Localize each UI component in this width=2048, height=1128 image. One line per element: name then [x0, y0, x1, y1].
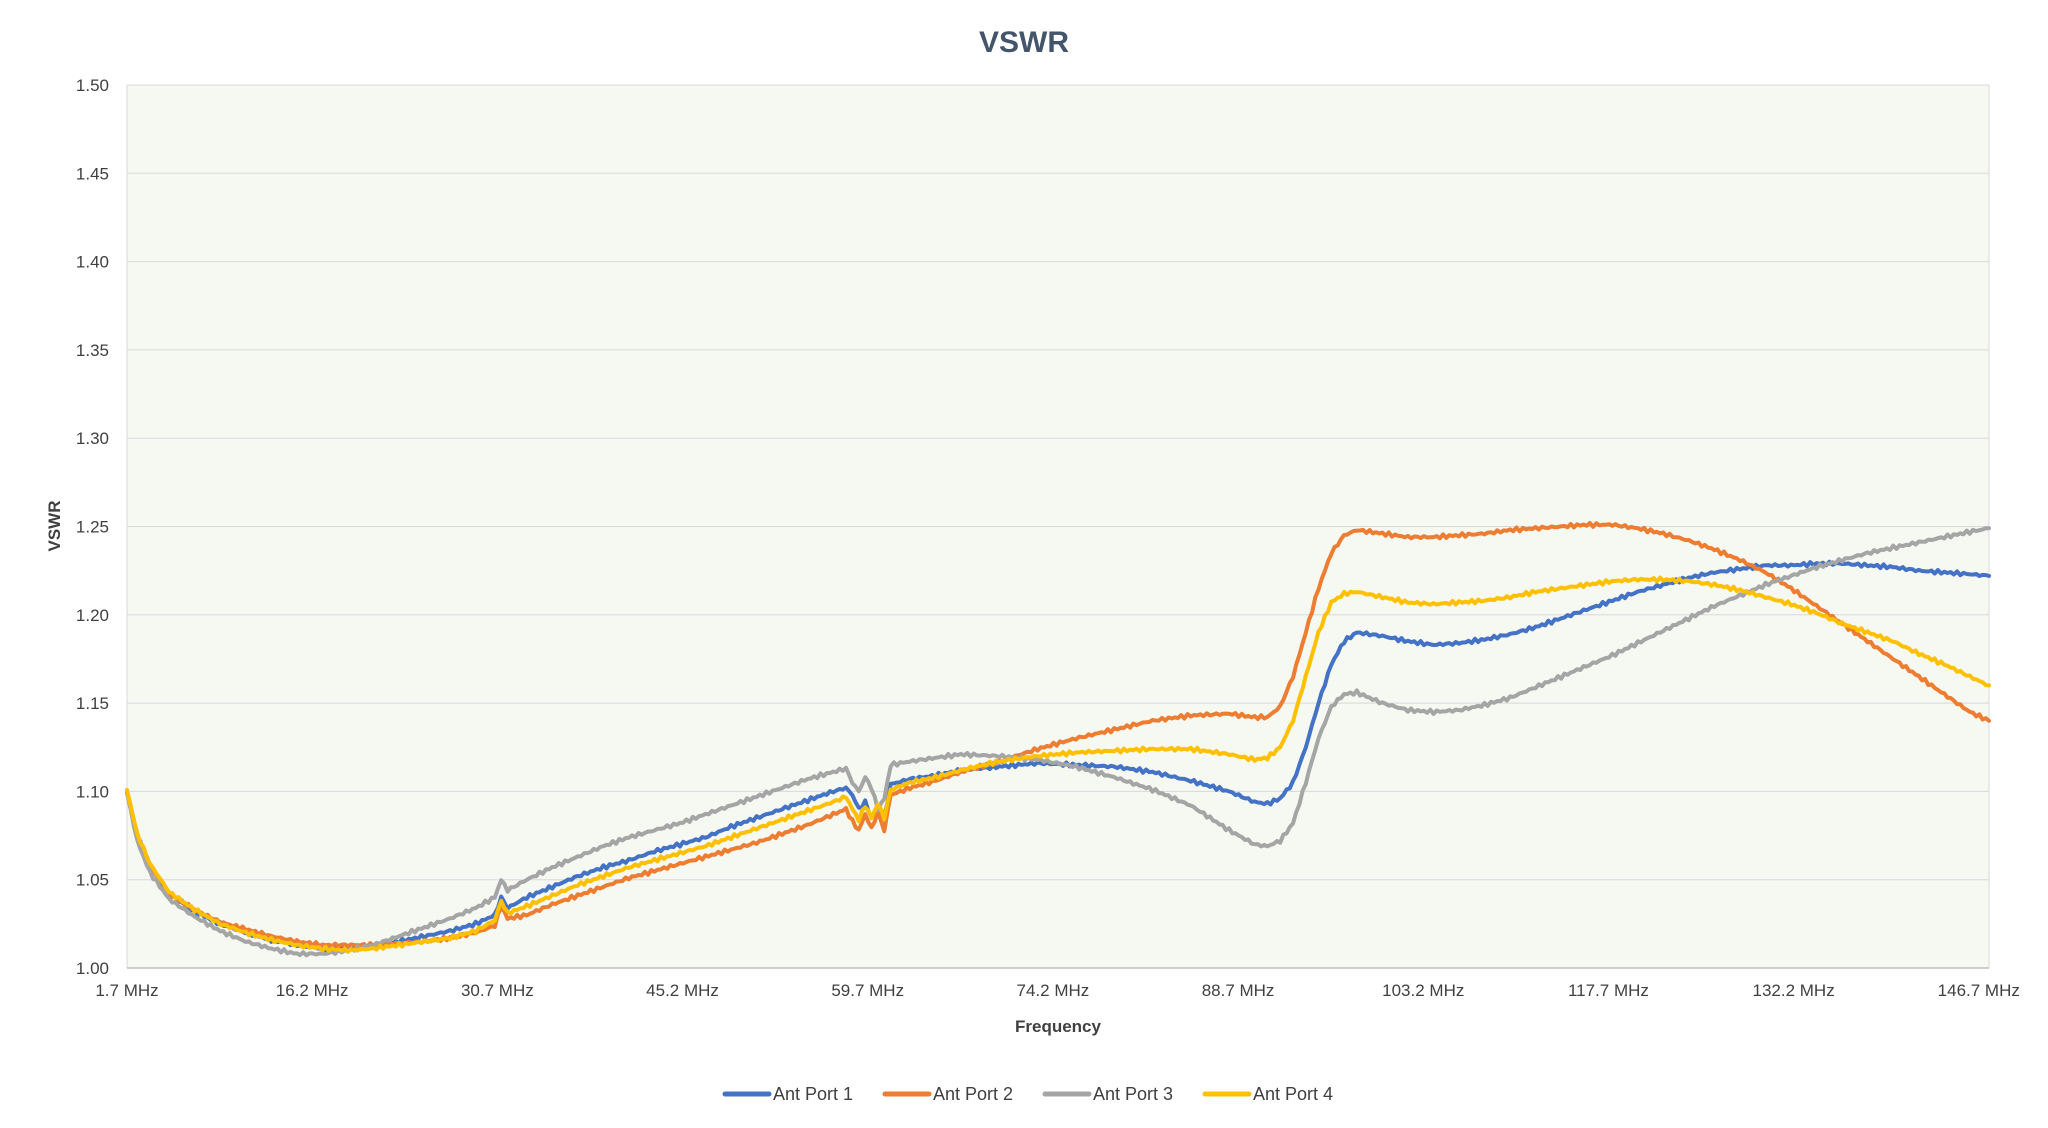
series-line-ant-port-3: [125, 526, 1991, 958]
x-tick-label: 16.2 MHz: [276, 981, 349, 1000]
y-tick-label: 1.50: [76, 76, 109, 95]
chart-title: VSWR: [979, 26, 1069, 59]
legend: Ant Port 1 Ant Port 2 Ant Port 3 Ant Port 4: [722, 1084, 1333, 1104]
x-tick-label: 59.7 MHz: [831, 981, 904, 1000]
x-axis-tick-labels: 1.7 MHz 16.2 MHz 30.7 MHz 45.2 MHz 59.7 MHz 7…: [95, 981, 2020, 1000]
legend-item-ant-port-1: Ant Port 1: [722, 1084, 853, 1104]
legend-item-ant-port-2: Ant Port 2: [882, 1084, 1013, 1104]
y-tick-label: 1.30: [76, 429, 109, 448]
x-tick-label: 103.2 MHz: [1382, 981, 1464, 1000]
y-tick-label: 1.05: [76, 871, 109, 890]
y-tick-label: 1.15: [76, 694, 109, 713]
x-tick-label: 132.2 MHz: [1753, 981, 1835, 1000]
x-tick-label: 1.7 MHz: [95, 981, 158, 1000]
y-tick-label: 1.10: [76, 782, 109, 801]
x-tick-label: 88.7 MHz: [1202, 981, 1275, 1000]
x-tick-label: 30.7 MHz: [461, 981, 534, 1000]
y-tick-label: 1.25: [76, 518, 109, 537]
y-axis-tick-labels: 1.00 1.05 1.10 1.15 1.20 1.25 1.30 1.35 1.40 1.45…: [76, 76, 109, 978]
x-tick-label: 146.7 MHz: [1938, 981, 2020, 1000]
legend-label: Ant Port 1: [773, 1084, 853, 1104]
y-tick-label: 1.20: [76, 606, 109, 625]
legend-item-ant-port-3: Ant Port 3: [1042, 1084, 1173, 1104]
x-tick-label: 117.7 MHz: [1568, 981, 1649, 1000]
legend-item-ant-port-4: Ant Port 4: [1202, 1084, 1333, 1104]
gridlines: [126, 84, 1990, 969]
legend-label: Ant Port 4: [1253, 1084, 1333, 1104]
y-tick-label: 1.40: [76, 253, 109, 272]
x-tick-label: 45.2 MHz: [646, 981, 719, 1000]
legend-label: Ant Port 3: [1093, 1084, 1173, 1104]
x-tick-label: 74.2 MHz: [1017, 981, 1090, 1000]
y-tick-label: 1.00: [76, 959, 109, 978]
y-axis-title: VSWR: [45, 501, 64, 552]
x-axis-title: Frequency: [1015, 1017, 1102, 1036]
y-tick-label: 1.45: [76, 164, 109, 183]
legend-label: Ant Port 2: [933, 1084, 1013, 1104]
series-lines: [125, 521, 1991, 958]
y-tick-label: 1.35: [76, 341, 109, 360]
series-line-ant-port-4: [125, 575, 1991, 954]
